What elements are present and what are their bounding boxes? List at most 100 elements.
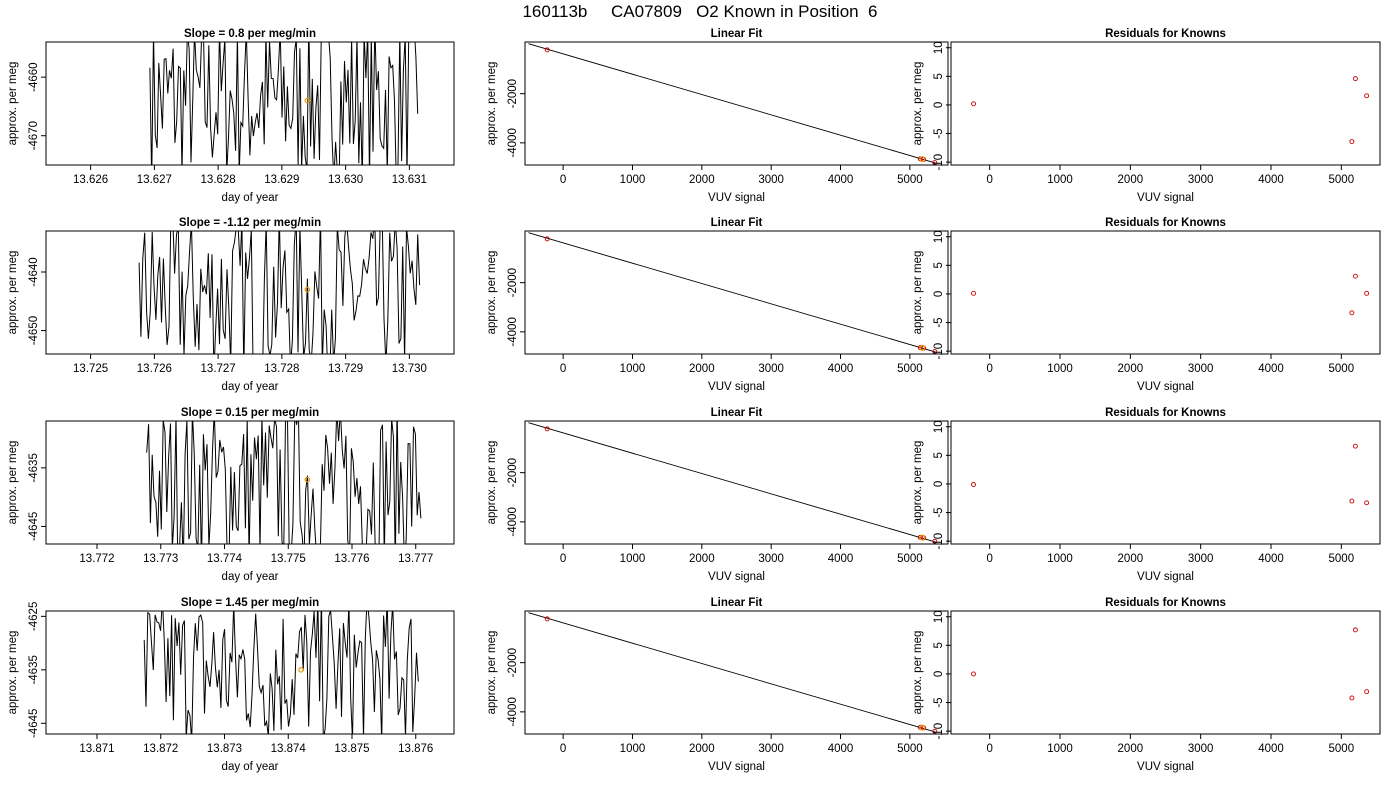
panel-3-2: Linear Fit 0 1000 2000 3000 4000 5000 -2000 -400… [486, 407, 949, 583]
x-tick-label: 13.777 [398, 553, 433, 565]
x-axis-label: day of year [222, 192, 279, 204]
x-tick-label: 3000 [1188, 553, 1214, 565]
x-tick-label: 5000 [897, 363, 923, 375]
y-tick-label: -10 [933, 154, 945, 171]
data-point [971, 101, 976, 107]
x-tick-label: 13.875 [334, 743, 369, 755]
y-axis-label: approx. per meg [486, 251, 498, 335]
x-tick-label: 13.874 [271, 743, 307, 755]
plot-area [528, 232, 938, 354]
x-tick-label: 13.871 [79, 743, 114, 755]
x-tick-label: 13.627 [137, 174, 172, 186]
x-tick-label: 13.876 [398, 743, 433, 755]
x-tick-label: 3000 [758, 743, 784, 755]
panel-1-2: Linear Fit 0 1000 2000 3000 4000 5000 -2000 -400… [486, 28, 949, 204]
y-tick-label: 10 [933, 610, 945, 623]
data-point [544, 616, 550, 622]
plot-frame [950, 420, 1381, 545]
mean-marker [919, 156, 926, 163]
y-tick-label: -2000 [507, 648, 519, 677]
x-tick-label: 3000 [758, 363, 784, 375]
y-tick-label: 5 [933, 452, 945, 458]
y-axis-label: approx. per meg [7, 62, 19, 146]
plot-frame [950, 41, 1381, 166]
x-tick-label: 1000 [1047, 553, 1073, 565]
y-tick-label: -4000 [507, 317, 519, 346]
x-tick-label: 5000 [897, 553, 923, 565]
y-tick-label: -5 [933, 317, 945, 327]
mean-marker [304, 97, 311, 104]
y-tick-label: -5 [933, 697, 945, 707]
panel-4-1: Slope = 1.45 per meg/min 13.871 13.872 13.8… [7, 597, 455, 773]
trace-line [143, 611, 419, 734]
x-axis-label: VUV signal [708, 761, 765, 773]
x-axis-label: VUV signal [1137, 381, 1194, 393]
fit-line [528, 612, 936, 733]
plot-frame [45, 420, 455, 545]
panel-title: Residuals for Knowns [1105, 597, 1226, 609]
plot-area [971, 273, 1370, 316]
data-point [971, 482, 976, 487]
x-tick-label: 5000 [1329, 363, 1355, 375]
x-tick-label: 0 [560, 174, 566, 186]
x-tick-label: 2000 [1118, 743, 1144, 755]
x-tick-label: 3000 [1188, 363, 1214, 375]
x-tick-label: 5000 [1329, 553, 1355, 565]
x-tick-label: 4000 [1258, 743, 1284, 755]
x-tick-label: 1000 [620, 174, 646, 186]
data-point [1349, 310, 1355, 316]
x-tick-label: 4000 [828, 363, 854, 375]
plot-area [971, 443, 1370, 506]
x-tick-label: 2000 [689, 553, 715, 565]
y-tick-label: -4645 [28, 709, 40, 738]
data-point [1349, 695, 1355, 701]
plot-area [528, 422, 938, 544]
x-tick-label: 5000 [1329, 174, 1355, 186]
plot-frame [45, 230, 455, 355]
x-tick-label: 1000 [1047, 174, 1073, 186]
plot-area [528, 612, 938, 734]
data-point [1352, 443, 1358, 449]
x-tick-label: 0 [560, 363, 566, 375]
plot-area [138, 231, 421, 354]
x-tick-label: 0 [986, 174, 992, 186]
x-tick-label: 13.872 [143, 743, 178, 755]
x-tick-label: 4000 [1258, 174, 1284, 186]
fit-line [528, 232, 936, 353]
data-point [1349, 498, 1355, 504]
x-axis-label: VUV signal [708, 192, 765, 204]
x-tick-label: 1000 [620, 743, 646, 755]
y-tick-label: -4650 [28, 316, 40, 345]
y-tick-label: -2000 [507, 458, 519, 487]
x-tick-label: 1000 [1047, 363, 1073, 375]
mean-marker [919, 344, 926, 351]
trace-line [146, 421, 422, 544]
panel-2-3: Residuals for Knowns 0 1000 2000 3000 4000 500… [912, 217, 1381, 393]
y-tick-label: -4645 [28, 512, 40, 541]
y-tick-label: -2000 [507, 79, 519, 108]
y-tick-label: 5 [933, 262, 945, 268]
plot-area [971, 76, 1370, 144]
y-tick-label: 5 [933, 73, 945, 79]
mean-marker [919, 724, 926, 731]
panel-title: Slope = 0.15 per meg/min [181, 407, 319, 419]
panel-title: Residuals for Knowns [1105, 407, 1226, 419]
y-tick-label: 10 [933, 420, 945, 433]
x-axis-label: day of year [222, 761, 279, 773]
x-tick-label: 5000 [1329, 743, 1355, 755]
x-axis-label: VUV signal [1137, 761, 1194, 773]
data-point [1364, 500, 1370, 506]
y-axis-label: approx. per meg [486, 631, 498, 715]
panel-3-1: Slope = 0.15 per meg/min 13.772 13.773 13.7… [7, 407, 455, 583]
x-tick-label: 13.630 [328, 174, 363, 186]
x-tick-label: 3000 [1188, 174, 1214, 186]
x-tick-label: 0 [560, 553, 566, 565]
x-tick-label: 2000 [689, 363, 715, 375]
plot-frame [950, 610, 1381, 735]
x-tick-label: 0 [986, 553, 992, 565]
plot-area [149, 42, 419, 165]
x-tick-label: 13.772 [79, 553, 114, 565]
mean-marker [298, 667, 304, 673]
x-tick-label: 3000 [1188, 743, 1214, 755]
